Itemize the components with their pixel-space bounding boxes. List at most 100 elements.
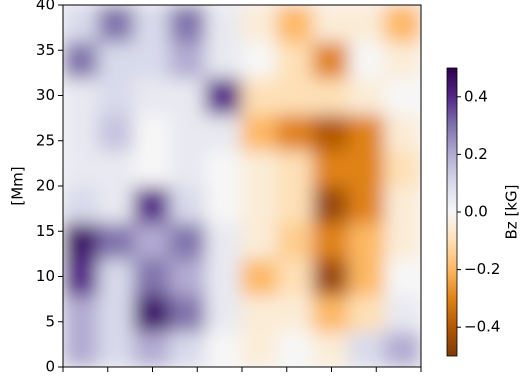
heatmap-cell <box>63 76 100 115</box>
heatmap-cell <box>169 40 208 79</box>
heatmap-cell <box>312 40 351 79</box>
heatmap-cell <box>169 293 208 332</box>
heatmap-cell <box>97 329 136 367</box>
heatmap-cell <box>384 221 421 260</box>
heatmap-cell <box>276 293 315 332</box>
heatmap-cell <box>241 5 279 43</box>
y-tick-label: 35 <box>36 41 55 59</box>
heatmap-cell <box>384 329 421 367</box>
heatmap-cell <box>312 148 351 187</box>
heatmap-cell <box>205 112 243 151</box>
heatmap-cell <box>169 76 208 115</box>
heatmap-cell <box>312 329 351 367</box>
y-tick-label: 15 <box>36 222 55 240</box>
heatmap-cell <box>348 148 387 187</box>
heatmap-cell <box>241 257 279 296</box>
heatmap-cell <box>169 257 208 296</box>
heatmap-cell <box>276 112 315 151</box>
heatmap-cell <box>205 293 243 332</box>
heatmap-cell <box>205 185 243 224</box>
heatmap-cell <box>348 221 387 260</box>
heatmap-cell <box>97 185 136 224</box>
heatmap-cell <box>63 221 100 260</box>
heatmap-cell <box>63 293 100 332</box>
y-axis-label: [Mm] <box>9 166 27 205</box>
heatmap-cell <box>63 185 100 224</box>
heatmap-cell <box>241 185 279 224</box>
heatmap-cell <box>276 221 315 260</box>
y-tick-label: 30 <box>36 86 55 104</box>
heatmap-cell <box>384 293 421 332</box>
heatmap-cell <box>348 112 387 151</box>
heatmap-cell <box>97 293 136 332</box>
heatmap-cell <box>133 293 172 332</box>
colorbar-tick-label: −0.4 <box>464 318 500 336</box>
heatmap-cell <box>97 257 136 296</box>
heatmap-cell <box>133 257 172 296</box>
heatmap-cell <box>384 40 421 79</box>
heatmap-cell <box>241 112 279 151</box>
heatmap-cell <box>241 40 279 79</box>
heatmap-cell <box>133 112 172 151</box>
heatmap-cell <box>63 40 100 79</box>
heatmap-cell <box>63 148 100 187</box>
heatmap-cell <box>205 257 243 296</box>
heatmap-cell <box>169 221 208 260</box>
heatmap-cell <box>241 293 279 332</box>
heatmap-cell <box>384 112 421 151</box>
heatmap-cell <box>348 5 387 43</box>
y-tick-label: 20 <box>36 177 55 195</box>
heatmap-cell <box>276 5 315 43</box>
heatmap-cell <box>241 76 279 115</box>
heatmap-cell <box>241 148 279 187</box>
heatmap-cell <box>169 148 208 187</box>
heatmap-cell <box>276 329 315 367</box>
heatmap-cell <box>133 329 172 367</box>
heatmap-cell <box>276 257 315 296</box>
heatmap-cell <box>312 257 351 296</box>
heatmap-cell <box>312 5 351 43</box>
heatmap-cell <box>312 185 351 224</box>
heatmap-cell <box>97 40 136 79</box>
heatmap-cell <box>312 76 351 115</box>
heatmap-cell <box>348 293 387 332</box>
heatmap-cell <box>312 293 351 332</box>
heatmap-cell <box>133 148 172 187</box>
heatmap-cell <box>384 185 421 224</box>
heatmap-cell <box>133 76 172 115</box>
heatmap-cell <box>276 185 315 224</box>
heatmap-cell <box>133 40 172 79</box>
heatmap-cell <box>97 112 136 151</box>
heatmap-cell <box>63 329 100 367</box>
heatmap-cell <box>205 76 243 115</box>
heatmap-cell <box>97 148 136 187</box>
heatmap-cell <box>348 257 387 296</box>
heatmap-cell <box>133 5 172 43</box>
heatmap-cell <box>169 185 208 224</box>
heatmap-cell <box>276 76 315 115</box>
colorbar-tick-label: 0.2 <box>464 145 488 163</box>
heatmap-cell <box>133 185 172 224</box>
heatmap-cell <box>133 221 172 260</box>
heatmap-cell <box>205 221 243 260</box>
heatmap-cell <box>384 5 421 43</box>
heatmap-cell <box>384 76 421 115</box>
heatmap-cell <box>205 40 243 79</box>
heatmap-cell <box>276 148 315 187</box>
heatmap-cell <box>97 221 136 260</box>
colorbar-tick-label: 0.0 <box>464 203 488 221</box>
heatmap-cell <box>169 112 208 151</box>
colorbar <box>446 67 458 357</box>
heatmap-cell <box>205 148 243 187</box>
heatmap-cell <box>384 257 421 296</box>
heatmap-cell <box>97 5 136 43</box>
heatmap-cell <box>97 76 136 115</box>
colorbar-tick-label: −0.2 <box>464 260 500 278</box>
y-tick-label: 10 <box>36 267 55 285</box>
y-tick-label: 40 <box>36 0 55 14</box>
y-tick-label: 0 <box>45 358 55 376</box>
y-tick-label: 5 <box>45 312 55 330</box>
colorbar-label: Bz [kG] <box>503 185 521 240</box>
heatmap-cell <box>312 221 351 260</box>
heatmap-cell <box>63 257 100 296</box>
